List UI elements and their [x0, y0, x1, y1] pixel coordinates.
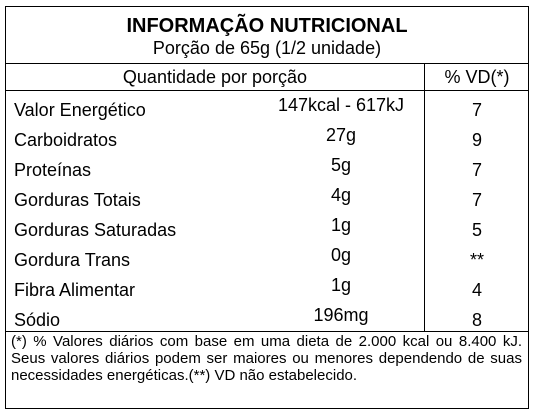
nutrient-vd: 4: [471, 280, 482, 300]
table-row: Fibra Alimentar 1g 4: [6, 275, 528, 305]
header-quantity: Quantidade por porção: [122, 67, 308, 87]
nutrient-amount: 5g: [330, 155, 352, 175]
nutrient-amount: 1g: [330, 275, 352, 295]
table-row: Gorduras Saturadas 1g 5: [6, 215, 528, 245]
nutrient-name: Gorduras Totais: [14, 190, 141, 210]
nutrition-facts-panel: INFORMAÇÃO NUTRICIONAL Porção de 65g (1/…: [5, 6, 529, 409]
nutrient-vd: 7: [471, 190, 482, 210]
divider: [6, 90, 528, 91]
nutrient-name: Valor Energético: [14, 100, 146, 120]
nutrient-amount: 0g: [330, 245, 352, 265]
nutrient-vd: 7: [471, 160, 482, 180]
nutrient-vd: **: [469, 250, 484, 270]
nutrient-amount: 1g: [330, 215, 352, 235]
nutrient-amount: 196mg: [313, 305, 369, 325]
header-vd: % VD(*): [444, 67, 510, 87]
nutrient-vd: 9: [471, 130, 482, 150]
nutrient-name: Carboidratos: [14, 130, 118, 150]
divider: [6, 63, 528, 64]
table-row: Proteínas 5g 7: [6, 155, 528, 185]
table-row: Gorduras Totais 4g 7: [6, 185, 528, 215]
nutrient-vd: 8: [471, 310, 482, 330]
nutrient-name: Sódio: [14, 310, 61, 330]
nutrient-name: Fibra Alimentar: [14, 280, 136, 300]
nutrient-vd: 7: [471, 100, 482, 120]
nutrient-vd: 5: [471, 220, 482, 240]
table-row: Gordura Trans 0g **: [6, 245, 528, 275]
serving-size: Porção de 65g (1/2 unidade): [152, 38, 382, 58]
column-divider: [424, 90, 425, 331]
table-row: Valor Energético 147kcal - 617kJ 7: [6, 95, 528, 125]
divider: [6, 331, 528, 332]
table-row: Carboidratos 27g 9: [6, 125, 528, 155]
column-divider: [424, 63, 425, 90]
nutrient-name: Gorduras Saturadas: [14, 220, 177, 240]
nutrient-name: Proteínas: [14, 160, 92, 180]
nutrient-amount: 147kcal - 617kJ: [277, 95, 405, 115]
nutrient-amount: 27g: [325, 125, 357, 145]
nutrient-amount: 4g: [330, 185, 352, 205]
footnote: (*) % Valores diários com base em uma di…: [11, 333, 522, 384]
table-row: Sódio 196mg 8: [6, 305, 528, 335]
panel-title: INFORMAÇÃO NUTRICIONAL: [126, 15, 408, 37]
nutrient-name: Gordura Trans: [14, 250, 131, 270]
